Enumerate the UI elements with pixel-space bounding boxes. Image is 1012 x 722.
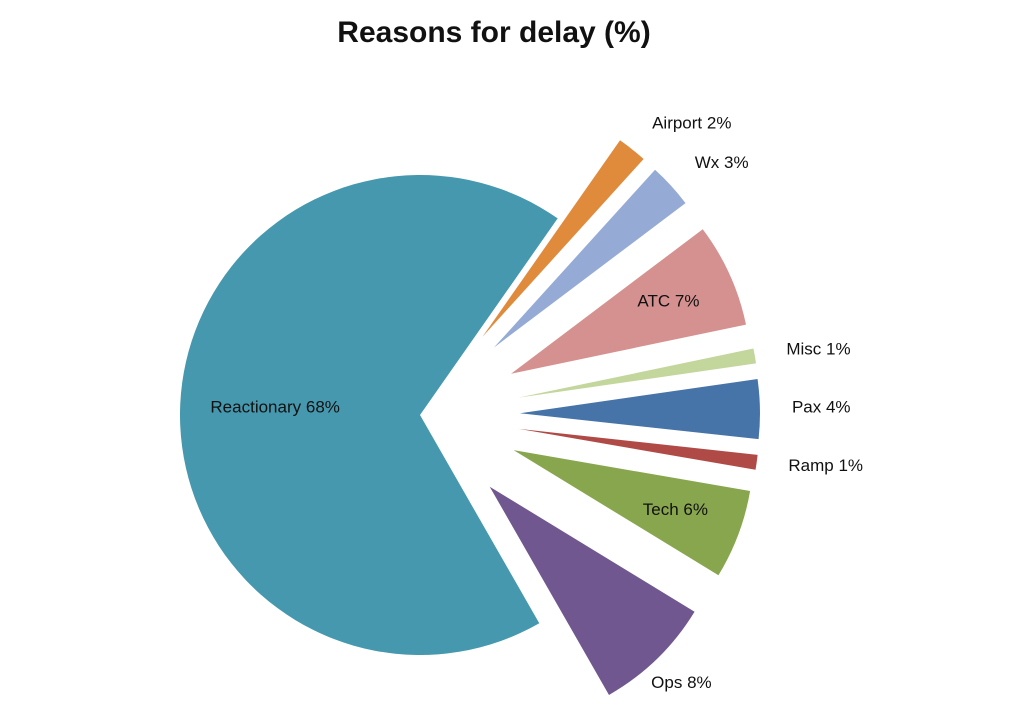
slice-category: Pax xyxy=(792,398,822,417)
slice-value: 6% xyxy=(683,500,708,519)
pie-slice xyxy=(519,428,758,470)
slice-label: Airport 2% xyxy=(652,114,731,133)
slice-category: Ramp xyxy=(788,456,833,475)
slice-value: 2% xyxy=(707,114,732,133)
pie-slice xyxy=(482,140,644,337)
slice-category: Reactionary xyxy=(210,398,301,417)
slice-label: Ramp 1% xyxy=(788,456,863,475)
pie-slice xyxy=(489,486,695,695)
slice-label: Reactionary 68% xyxy=(210,398,339,417)
slice-value: 3% xyxy=(724,154,749,173)
slice-value: 4% xyxy=(826,398,851,417)
pie-slice xyxy=(493,169,686,348)
slice-category: Ops xyxy=(651,673,682,692)
pie-slice xyxy=(518,348,757,398)
slice-label: Wx 3% xyxy=(695,154,749,173)
pie-slice xyxy=(180,175,558,655)
slice-value: 68% xyxy=(306,398,340,417)
slice-category: ATC xyxy=(637,292,670,311)
pie-slice xyxy=(511,229,746,374)
slice-label: Misc 1% xyxy=(786,340,850,359)
slice-label: Pax 4% xyxy=(792,398,851,417)
slice-category: Tech xyxy=(643,500,679,519)
slice-label: ATC 7% xyxy=(637,292,699,311)
slice-value: 8% xyxy=(687,673,712,692)
slice-category: Misc xyxy=(786,340,821,359)
slice-value: 7% xyxy=(675,292,700,311)
slice-label: Ops 8% xyxy=(651,673,712,692)
pie-slice xyxy=(513,450,751,576)
pie-slice xyxy=(519,379,760,440)
slice-value: 1% xyxy=(826,340,851,359)
slice-category: Wx xyxy=(695,154,720,173)
slice-label: Tech 6% xyxy=(643,500,708,519)
slice-value: 1% xyxy=(838,456,863,475)
slice-category: Airport xyxy=(652,114,702,133)
chart-title: Reasons for delay (%) xyxy=(337,16,650,49)
